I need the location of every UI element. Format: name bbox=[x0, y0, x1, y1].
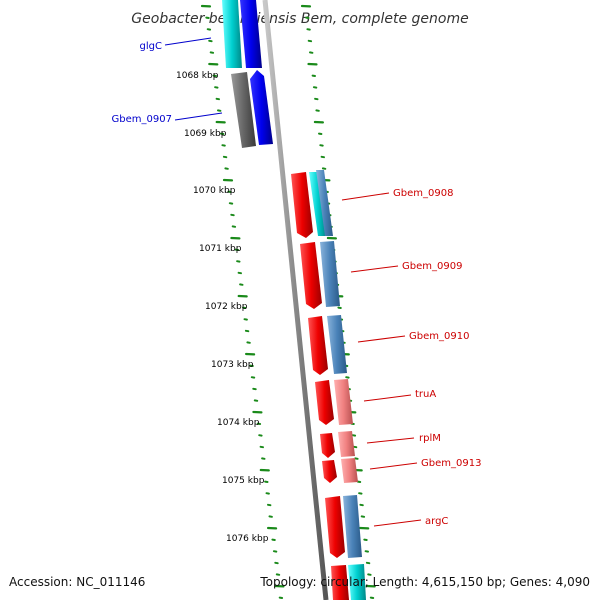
gene-label-text: Gbem_0909 bbox=[402, 261, 462, 272]
gene-label-rplM[interactable]: rplM bbox=[366, 433, 441, 444]
gene-Gbem_0910-block[interactable] bbox=[308, 315, 347, 375]
gene-Gbem_0908-block[interactable] bbox=[291, 170, 333, 238]
leader-line bbox=[350, 265, 399, 273]
gene-label-Gbem_0910[interactable]: Gbem_0910 bbox=[357, 331, 469, 343]
leader-line bbox=[373, 519, 422, 527]
gene-next-block[interactable] bbox=[331, 564, 366, 600]
leader-line bbox=[357, 335, 406, 343]
gene-Gbem_0908-steel bbox=[316, 170, 333, 236]
gene-label-text: Gbem_0908 bbox=[393, 188, 453, 199]
gene-label-glgC[interactable]: glgC bbox=[140, 37, 212, 52]
gene-argC-steel bbox=[343, 495, 362, 558]
gene-Gbem_0906-upper bbox=[240, 0, 262, 68]
gene-Gbem_0906-arrow bbox=[250, 70, 273, 145]
kbp-labels: 1068 kbp 1069 kbp 1070 kbp 1071 kbp 1072… bbox=[176, 71, 269, 544]
gene-argC-arrow bbox=[325, 496, 345, 558]
leader-line bbox=[174, 112, 223, 121]
gene-label-Gbem_0908[interactable]: Gbem_0908 bbox=[341, 188, 453, 201]
gene-rplM-arrow bbox=[320, 433, 335, 458]
topology-text: Topology: circular; Length: 4,615,150 bp… bbox=[259, 575, 590, 589]
left-tick-track bbox=[200, 4, 285, 599]
gene-next-cyan bbox=[348, 564, 366, 600]
leader-line bbox=[363, 394, 412, 402]
leader-line bbox=[341, 192, 390, 201]
kbp-label: 1074 kbp bbox=[217, 418, 260, 428]
gene-truA-arrow bbox=[315, 380, 334, 425]
gene-Gbem_0910-arrow bbox=[308, 316, 328, 375]
leader-line bbox=[369, 462, 418, 470]
kbp-label: 1072 kbp bbox=[205, 302, 248, 312]
kbp-label: 1070 kbp bbox=[193, 186, 236, 196]
gene-label-text: rplM bbox=[419, 433, 441, 444]
gene-label-text: Gbem_0910 bbox=[409, 331, 469, 342]
kbp-label: 1068 kbp bbox=[176, 71, 219, 81]
gene-next-red bbox=[331, 565, 349, 600]
gene-Gbem_0907[interactable] bbox=[231, 70, 273, 148]
gene-label-text: argC bbox=[425, 516, 448, 527]
gene-Gbem_0909-block[interactable] bbox=[300, 241, 340, 309]
gene-Gbem_0913-pink bbox=[341, 458, 358, 483]
gene-Gbem_0909-arrow bbox=[300, 242, 322, 309]
gene-argC-block[interactable] bbox=[325, 495, 362, 558]
gene-Gbem_0910-steel bbox=[327, 315, 347, 374]
gene-label-Gbem_0907[interactable]: Gbem_0907 bbox=[112, 112, 223, 125]
kbp-label: 1076 kbp bbox=[226, 534, 269, 544]
genome-backbone bbox=[262, 0, 329, 600]
kbp-label: 1071 kbp bbox=[199, 244, 242, 254]
genome-title: Geobacter bemidjiensis Bem, complete gen… bbox=[131, 11, 468, 27]
kbp-label: 1069 kbp bbox=[184, 129, 227, 139]
gene-label-text: glgC bbox=[140, 41, 162, 52]
kbp-label: 1075 kbp bbox=[222, 476, 265, 486]
gene-label-Gbem_0909[interactable]: Gbem_0909 bbox=[350, 261, 462, 273]
gene-Gbem_0913-arrow bbox=[322, 460, 337, 483]
leader-line bbox=[366, 437, 415, 444]
gene-truA-pink bbox=[334, 379, 353, 425]
gene-glgC-upper bbox=[222, 0, 242, 68]
gene-Gbem_0907-body bbox=[231, 72, 256, 148]
gene-rplM-block[interactable] bbox=[320, 431, 355, 458]
gene-label-text: Gbem_0913 bbox=[421, 458, 481, 469]
leader-line bbox=[164, 37, 212, 46]
gene-label-Gbem_0913[interactable]: Gbem_0913 bbox=[369, 458, 481, 470]
gene-glgC[interactable] bbox=[222, 0, 262, 68]
gene-label-argC[interactable]: argC bbox=[373, 516, 448, 527]
gene-Gbem_0913-block[interactable] bbox=[322, 458, 358, 483]
gene-label-truA[interactable]: truA bbox=[363, 389, 436, 402]
gene-truA-block[interactable] bbox=[315, 379, 353, 425]
gene-Gbem_0908-cyan bbox=[309, 172, 326, 236]
gene-label-text: truA bbox=[415, 389, 436, 400]
accession-text: Accession: NC_011146 bbox=[9, 575, 145, 589]
gene-rplM-pink bbox=[338, 431, 355, 457]
gene-label-text: Gbem_0907 bbox=[112, 114, 172, 125]
gene-Gbem_0909-steel bbox=[320, 241, 340, 307]
kbp-label: 1073 kbp bbox=[211, 360, 254, 370]
gene-Gbem_0908-arrow bbox=[291, 172, 313, 238]
